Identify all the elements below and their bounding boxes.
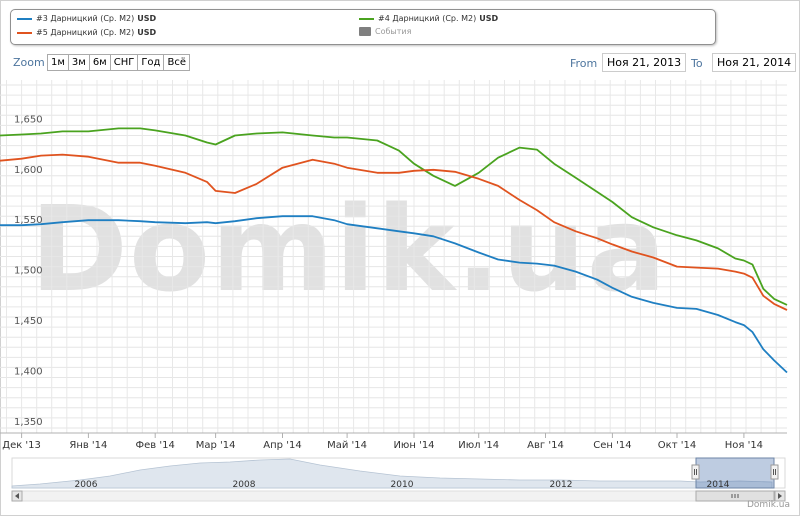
legend-label-series-3: #3 Дарницкий (Ср. M2) [36,14,135,23]
legend-currency-series-3: USD [137,14,157,23]
x-tick-label: Авг '14 [527,440,564,451]
to-label: To [691,57,703,70]
series-line-2[interactable] [0,153,788,311]
legend-currency-series-4: USD [479,14,499,23]
y-tick-label: 1,600 [14,165,43,176]
navigator-area [11,458,773,489]
legend-currency-series-5: USD [137,28,157,37]
navigator-year-label: 2010 [391,480,414,490]
scroll-right-icon [778,493,782,499]
y-tick-label: 1,500 [14,266,43,277]
y-tick-label: 1,400 [14,367,43,378]
y-tick-label: 1,350 [14,417,43,428]
navigator[interactable]: 2006 2008 2010 2012 2014 [11,457,786,490]
navigator-year-labels: 2006 2008 2010 2012 2014 [75,480,730,490]
legend-line-series-4 [359,17,374,20]
x-tick-label: Сен '14 [593,440,631,451]
y-tick-label: 1,550 [14,215,43,226]
zoom-buttons: 1м 3м 6м СНГ Год Всё [47,54,190,71]
x-tick-label: Фев '14 [136,440,175,451]
legend-label-series-4: #4 Дарницкий (Ср. M2) [378,14,477,23]
credit-label: Domik.ua [747,500,790,510]
navigator-year-label: 2006 [75,480,98,490]
legend-item-series-3[interactable]: #3 Дарницкий (Ср. M2) USD [17,14,156,23]
scrollbar-track[interactable] [11,490,786,502]
series-line-3[interactable] [0,127,788,306]
legend-label-events: События [375,27,412,36]
legend-item-events[interactable]: События [359,27,411,36]
x-tick-label: Янв '14 [69,440,107,451]
zoom-all-button[interactable]: Всё [163,54,190,71]
from-date-input[interactable]: Ноя 21, 2013 [602,53,687,72]
legend-line-series-5 [17,31,32,34]
navigator-left-handle[interactable] [691,464,700,480]
y-axis-labels: 1,350 1,400 1,450 1,500 1,550 1,600 1,650 [14,114,43,428]
navigator-year-label: 2008 [233,480,256,490]
x-tick-label: Дек '13 [2,440,41,451]
x-tick-label: Июл '14 [458,440,499,451]
y-tick-label: 1,650 [14,114,43,125]
zoom-label: Zoom [13,56,45,69]
legend: #3 Дарницкий (Ср. M2) USD #5 Дарницкий (… [10,9,716,45]
y-tick-label: 1,450 [14,316,43,327]
series-lines [0,127,788,374]
navigator-year-label: 2014 [707,480,730,490]
navigator-year-label: 2012 [550,480,573,490]
watermark: Domik.ua [30,180,668,318]
x-tick-label: Мар '14 [196,440,236,451]
to-date-input[interactable]: Ноя 21, 2014 [712,53,797,72]
x-tick-label: Апр '14 [263,440,301,451]
scroll-left-icon [15,493,19,499]
zoom-1m-button[interactable]: 1м [47,54,69,71]
x-axis-labels: Дек '13 Янв '14 Фев '14 Мар '14 Апр '14 Май '… [2,433,763,451]
x-tick-label: Май '14 [327,440,367,451]
legend-item-series-4[interactable]: #4 Дарницкий (Ср. M2) USD [359,14,498,23]
legend-line-series-3 [17,17,32,20]
x-tick-label: Окт '14 [658,440,696,451]
series-line-1[interactable] [0,215,788,374]
navigator-right-handle[interactable] [770,464,779,480]
x-tick-label: Ноя '14 [725,440,763,451]
x-tick-label: Июн '14 [393,440,434,451]
legend-label-series-5: #5 Дарницкий (Ср. M2) [36,28,135,37]
from-label: From [570,57,598,70]
zoom-6m-button[interactable]: 6м [88,54,111,71]
scrollbar[interactable] [11,490,786,502]
legend-item-series-5[interactable]: #5 Дарницкий (Ср. M2) USD [17,28,156,37]
navigator-selected-range[interactable] [695,457,775,489]
grid [0,80,787,433]
legend-box-events [359,27,371,36]
